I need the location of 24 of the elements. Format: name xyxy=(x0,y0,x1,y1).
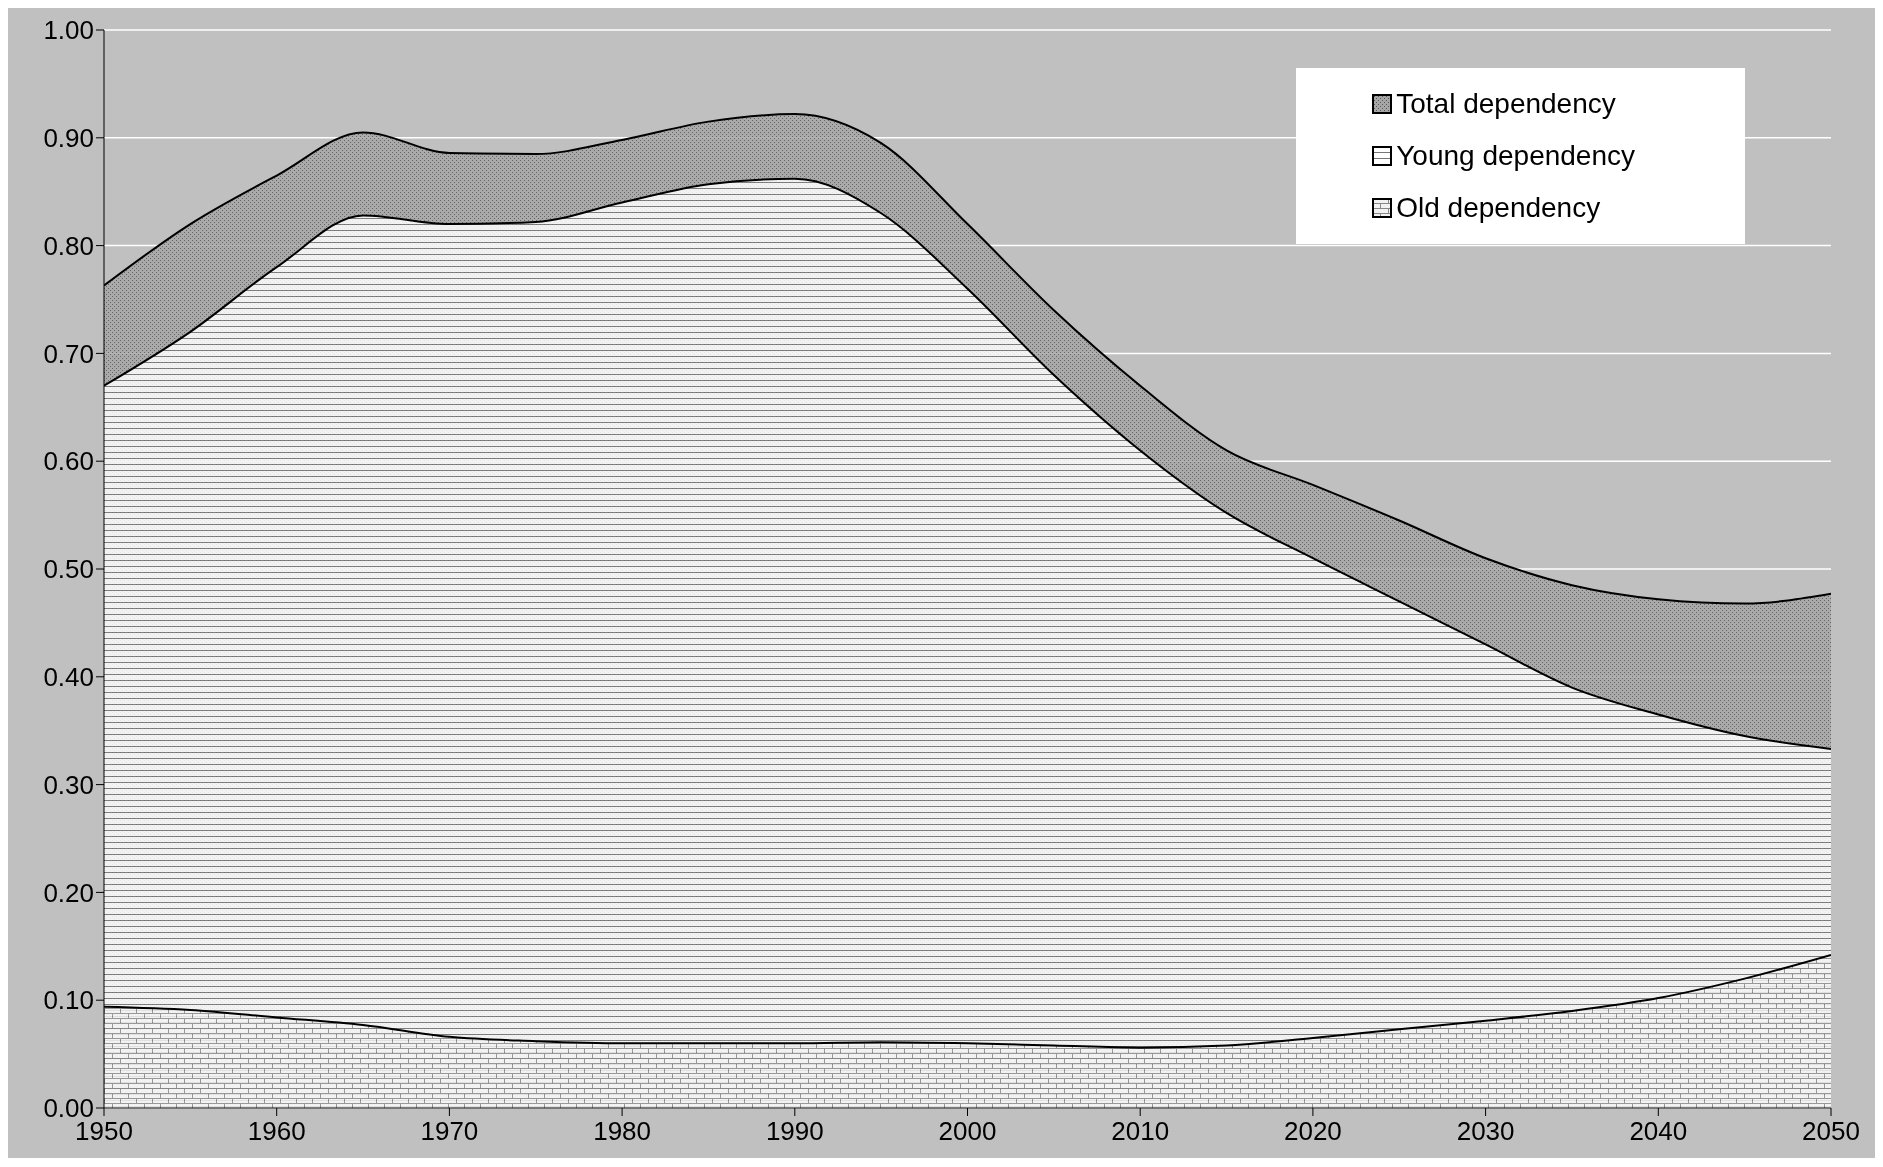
x-tick-label: 2010 xyxy=(1111,1116,1170,1147)
legend-label: Old dependency xyxy=(1396,191,1601,225)
x-tick-label: 1970 xyxy=(420,1116,479,1147)
legend-label: Total dependency xyxy=(1396,87,1616,121)
x-tick-label: 1950 xyxy=(75,1116,133,1147)
y-tick-label: 0.70 xyxy=(43,338,94,369)
y-tick-label: 1.00 xyxy=(43,15,94,46)
x-tick-label: 1990 xyxy=(765,1116,824,1147)
y-tick-label: 0.60 xyxy=(43,446,94,477)
x-tick-label: 2030 xyxy=(1456,1116,1515,1147)
x-tick-label: 2000 xyxy=(938,1116,997,1147)
x-tick-label: 1980 xyxy=(593,1116,652,1147)
y-tick-label: 0.10 xyxy=(43,985,94,1016)
y-tick-label: 0.50 xyxy=(43,554,94,585)
y-tick-label: 0.90 xyxy=(43,123,94,154)
legend-label: Young dependency xyxy=(1396,139,1635,173)
y-tick-label: 0.30 xyxy=(43,769,94,800)
y-tick-label: 0.80 xyxy=(43,230,94,261)
y-tick-label: 0.20 xyxy=(43,877,94,908)
x-tick-label: 2050 xyxy=(1802,1116,1860,1147)
x-tick-label: 2040 xyxy=(1629,1116,1688,1147)
y-tick-label: 0.40 xyxy=(43,662,94,693)
x-tick-label: 1960 xyxy=(247,1116,306,1147)
x-tick-label: 2020 xyxy=(1283,1116,1342,1147)
